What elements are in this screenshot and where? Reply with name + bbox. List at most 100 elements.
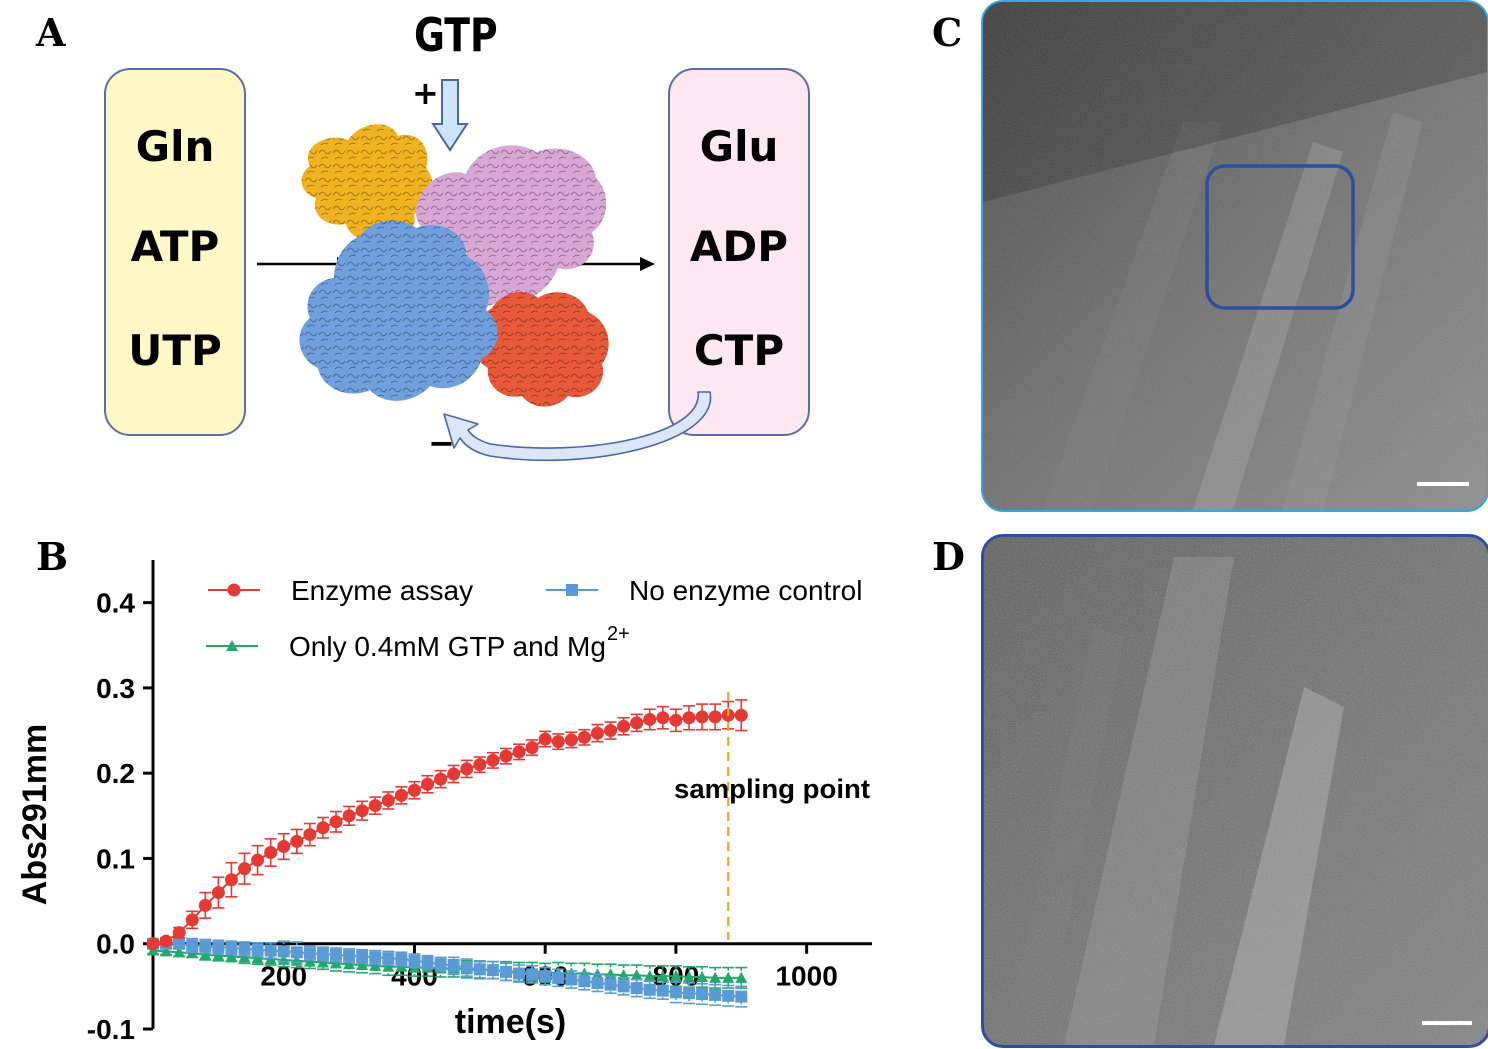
data-point [630, 982, 643, 995]
data-point [656, 984, 669, 997]
minus-sign: − [428, 424, 455, 462]
legend-superscript: 2+ [607, 623, 630, 645]
data-point [225, 950, 238, 962]
subunit-red [473, 292, 609, 407]
data-point [591, 976, 604, 989]
micrograph-c-image [983, 2, 1487, 510]
data-point [486, 964, 499, 977]
data-point [656, 970, 669, 982]
data-point [186, 939, 199, 952]
data-point [447, 959, 460, 972]
data-point [226, 640, 238, 651]
data-point [421, 777, 435, 791]
data-point [486, 753, 500, 767]
data-point [708, 710, 722, 724]
micrograph-d [981, 534, 1488, 1048]
data-point [499, 965, 512, 978]
data-point [225, 941, 238, 954]
scale-bar-c [1417, 482, 1469, 486]
subunit-orange [301, 124, 433, 241]
data-point [381, 793, 395, 807]
data-point [669, 986, 682, 999]
legend-enzyme-assay: Enzyme assay [291, 575, 473, 606]
data-point [355, 804, 369, 818]
data-point [303, 947, 316, 960]
data-point [552, 971, 565, 984]
data-point [604, 978, 617, 991]
data-point [695, 710, 709, 724]
product-adp: ADP [689, 222, 789, 271]
x-axis-label: time(s) [455, 1003, 566, 1041]
panel-label-a: A [36, 10, 66, 55]
data-point [682, 970, 695, 982]
data-point [290, 946, 303, 959]
data-point [617, 719, 631, 733]
data-point [408, 954, 421, 967]
data-point [316, 821, 330, 835]
data-point [434, 772, 448, 786]
data-point [329, 815, 343, 829]
series-line [152, 949, 742, 979]
micrograph-c [981, 0, 1488, 512]
data-point [407, 783, 421, 797]
data-point [735, 990, 748, 1003]
data-point [251, 853, 265, 867]
data-point [499, 749, 513, 763]
data-point [669, 970, 682, 982]
data-point [473, 963, 486, 976]
data-point [199, 940, 212, 953]
legend-gtp-mg: Only 0.4mM GTP and Mg [289, 631, 606, 662]
data-point [617, 980, 630, 993]
roi-box [1205, 164, 1355, 310]
data-point [382, 960, 395, 972]
data-point [604, 724, 618, 738]
data-point [330, 948, 343, 961]
data-point [356, 959, 369, 971]
data-point [277, 945, 290, 958]
panel-label-d: D [932, 534, 965, 579]
y-tick-label: 0.2 [96, 758, 135, 789]
product-ctp: CTP [693, 326, 785, 375]
substrate-atp: ATP [130, 222, 220, 271]
data-point [342, 809, 356, 823]
data-point [460, 762, 474, 776]
data-point [356, 950, 369, 963]
data-point [643, 712, 657, 726]
sampling-point-label: sampling point [674, 774, 870, 804]
data-point [539, 970, 552, 983]
data-point [227, 583, 241, 597]
data-point [630, 716, 644, 730]
data-point [369, 951, 382, 964]
substrate-box: Gln ATP UTP [104, 68, 246, 436]
data-point [185, 913, 199, 927]
data-point [525, 741, 539, 755]
data-point [238, 951, 251, 963]
gtp-activation-arrow [431, 79, 469, 152]
data-point [434, 958, 447, 971]
x-tick-label: 1000 [775, 961, 837, 992]
data-point [460, 961, 473, 974]
scale-bar-d [1422, 1021, 1472, 1025]
gtp-label: GTP [414, 8, 498, 62]
data-point [343, 949, 356, 962]
data-point [172, 926, 186, 940]
data-point [722, 989, 735, 1002]
y-tick-label: -0.1 [87, 1014, 135, 1045]
y-tick-label: 0.4 [96, 588, 135, 619]
data-point [696, 970, 709, 982]
data-point [303, 955, 316, 967]
panel-label-b: B [36, 534, 69, 579]
data-point [709, 971, 722, 983]
plus-sign: + [412, 74, 439, 112]
data-point [590, 726, 604, 740]
data-point [564, 733, 578, 747]
data-point [577, 730, 591, 744]
data-point [513, 967, 526, 980]
data-point [238, 862, 252, 876]
data-point [630, 969, 643, 981]
data-point [565, 973, 578, 986]
data-point [656, 711, 670, 725]
data-point [682, 987, 695, 1000]
data-point [643, 983, 656, 996]
data-point [290, 834, 304, 848]
